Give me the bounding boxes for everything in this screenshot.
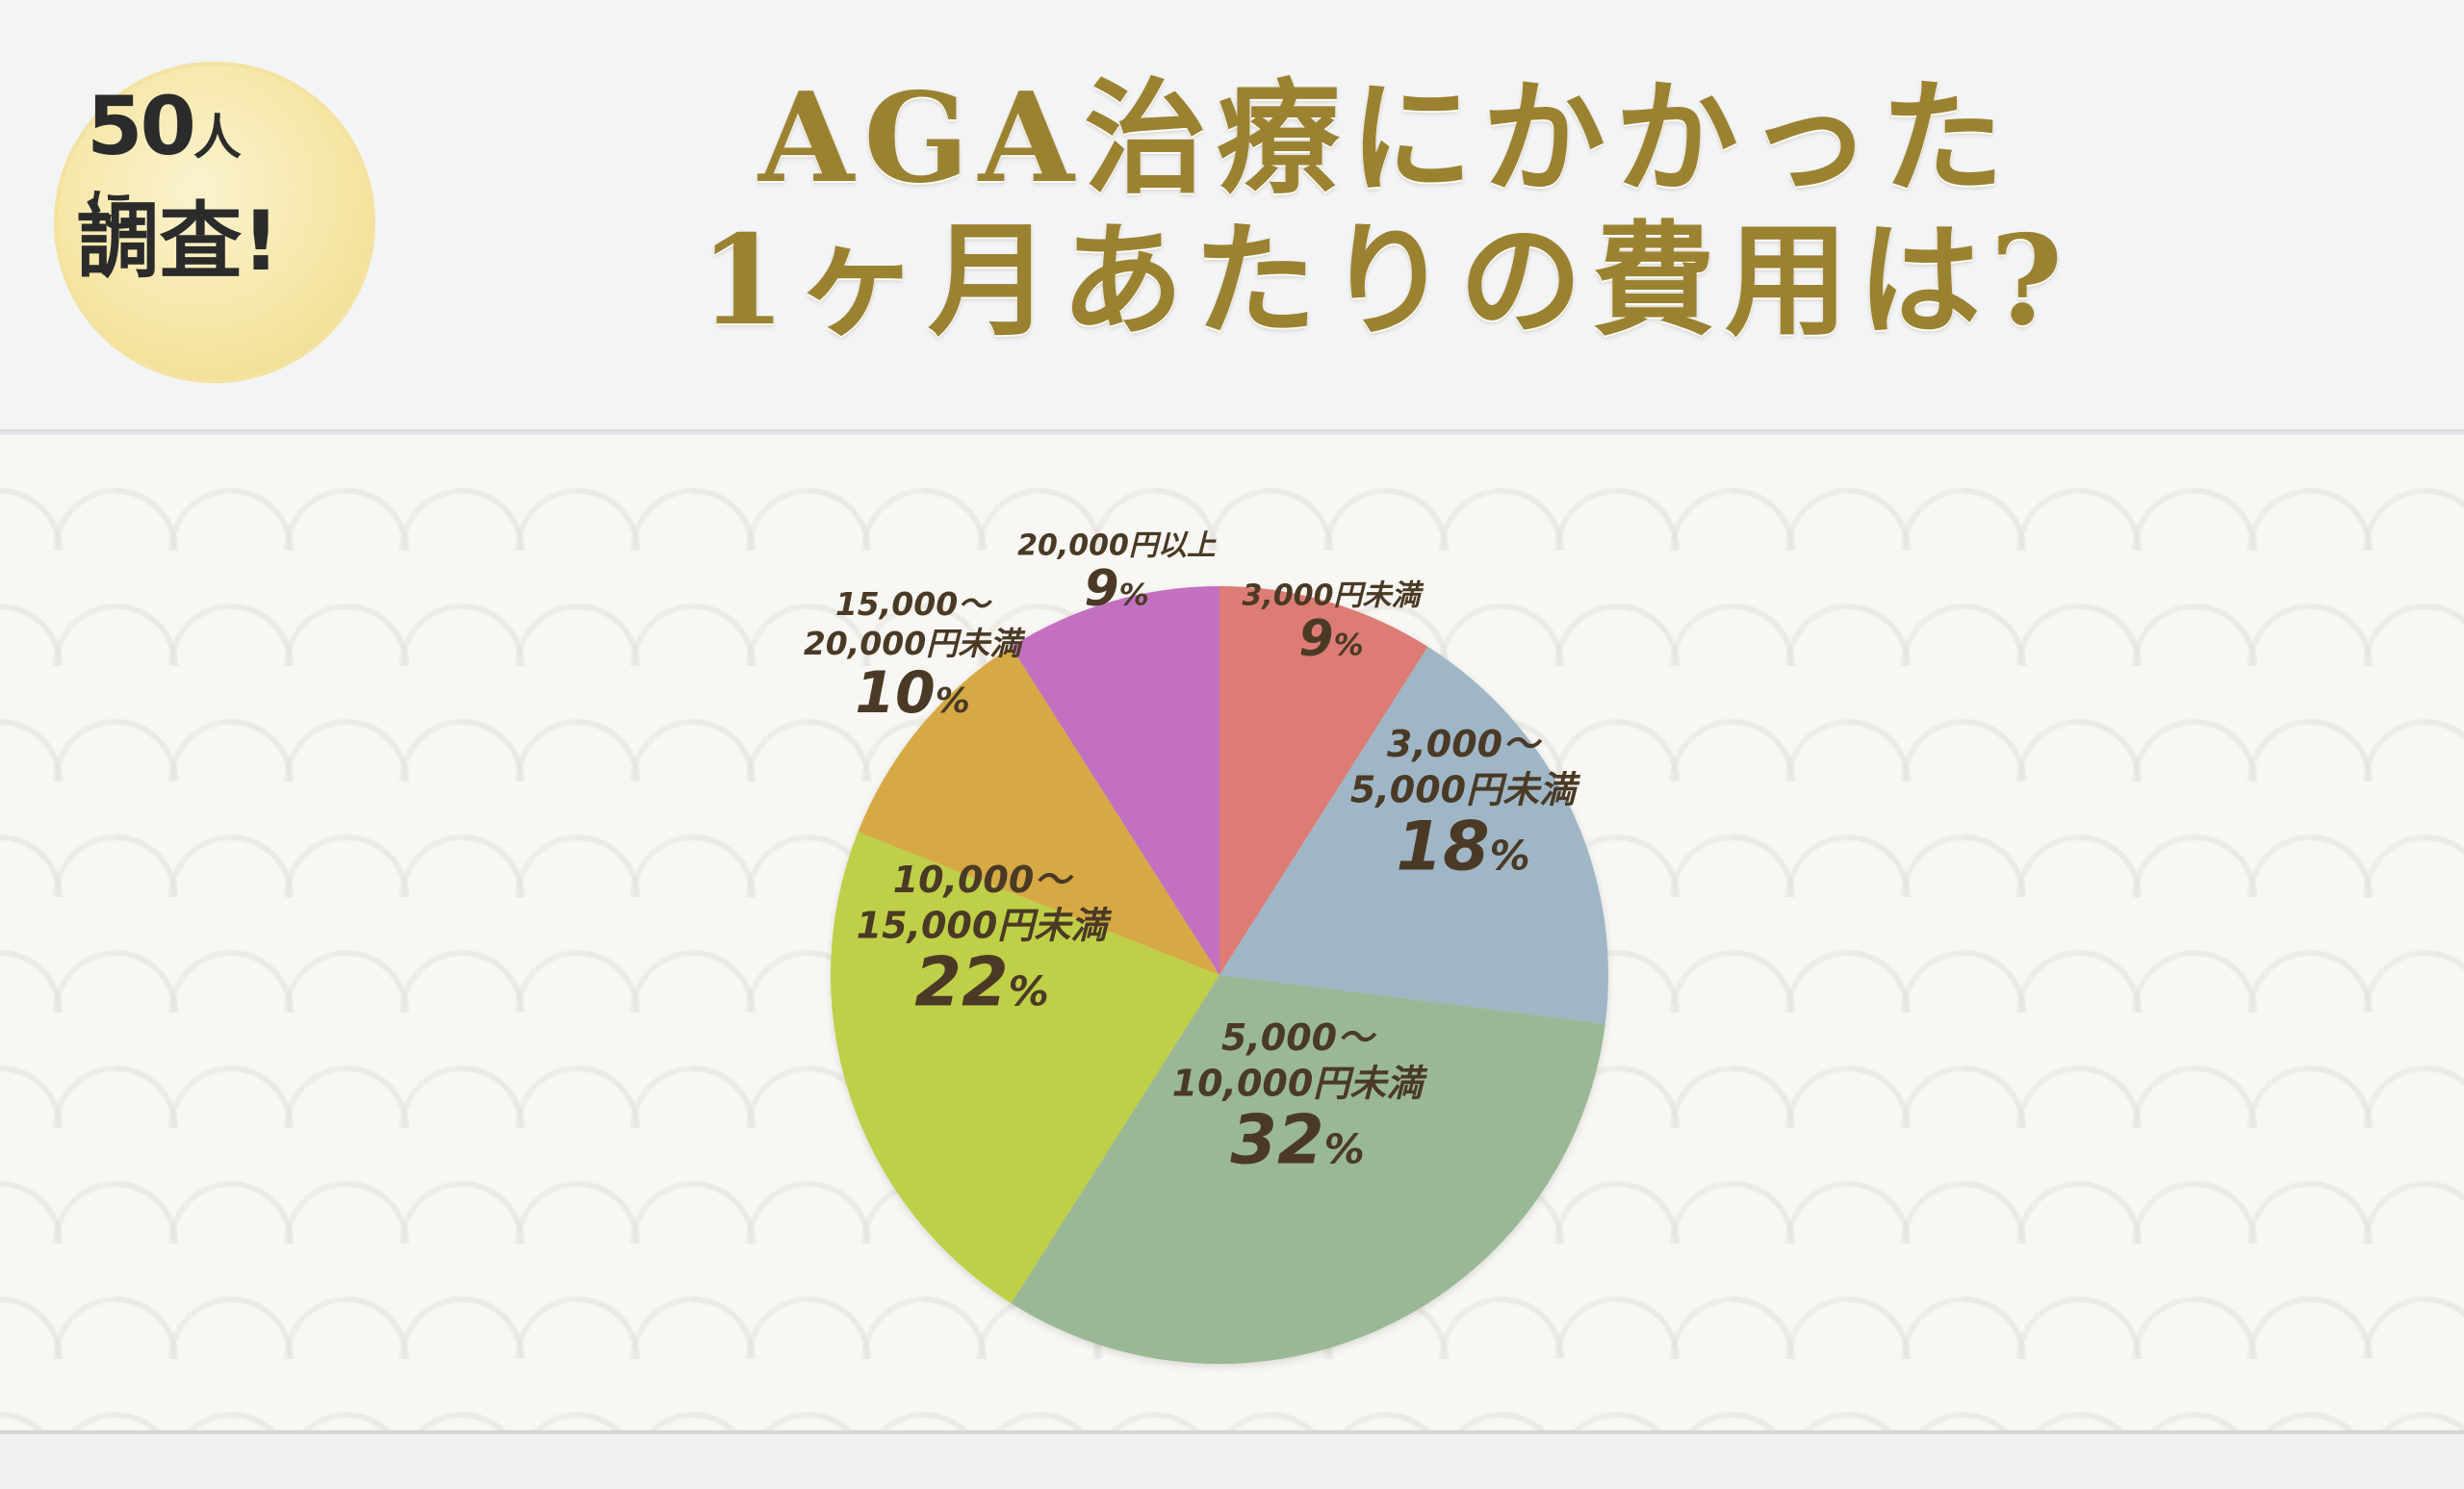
title-line1: AGA治療にかかった: [758, 66, 2014, 211]
header-band: 50人に 調査! AGA治療にかかった 1ヶ月あたりの費用は?: [0, 0, 2464, 431]
slice-category-label: 3,000円未満: [1243, 578, 1425, 612]
percent-sign: %: [1324, 1126, 1365, 1173]
slice-percent-label: 32%: [1230, 1101, 1365, 1180]
badge-number: 50: [87, 79, 196, 173]
percent-sign: %: [1009, 968, 1049, 1015]
pie-slice: [831, 832, 1219, 1304]
slice-category-label: 10,000円未満: [1172, 1063, 1429, 1105]
slice-category-label: 20,000円以上: [1017, 528, 1217, 562]
percent-sign: %: [1119, 578, 1149, 612]
footer-band: [0, 1430, 2464, 1489]
slice-category-label: 5,000〜: [1221, 1016, 1377, 1059]
pie-slice: [1011, 586, 1219, 975]
slice-category-label: 15,000円未満: [857, 905, 1114, 947]
slice-percent-label: 10%: [855, 659, 970, 727]
pie-slice: [1219, 646, 1608, 1024]
pie-slice: [1219, 586, 1428, 975]
survey-badge: [54, 62, 375, 383]
page-title: AGA治療にかかった 1ヶ月あたりの費用は?: [539, 67, 2233, 352]
title-line2: 1ヶ月あたりの費用は?: [699, 209, 2073, 353]
pie-slice: [1011, 975, 1605, 1364]
slice-category-label: 10,000〜: [893, 859, 1075, 901]
percent-sign: %: [1490, 833, 1530, 880]
pie-slices: [831, 586, 1608, 1364]
pie-slice: [858, 646, 1219, 975]
percent-sign: %: [1334, 628, 1364, 662]
badge-line2: 調査!: [76, 193, 280, 290]
slice-category-label: 20,000円未満: [804, 625, 1026, 662]
percent-sign: %: [936, 681, 970, 721]
slice-category-label: 5,000円未満: [1350, 769, 1581, 811]
slice-category-label: 15,000〜: [835, 585, 992, 623]
header-divider: [0, 429, 2464, 437]
badge-suffix: 人に: [87, 110, 242, 240]
badge-line1: 50人に: [87, 79, 279, 243]
slice-category-label: 3,000〜: [1387, 723, 1543, 765]
slice-percent-label: 9%: [1084, 559, 1148, 617]
